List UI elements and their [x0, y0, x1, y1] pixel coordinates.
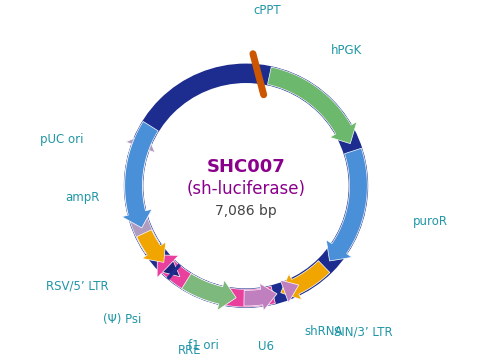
Text: cPPT: cPPT — [253, 4, 280, 17]
Text: U6: U6 — [258, 340, 275, 353]
Text: RSV/5’ LTR: RSV/5’ LTR — [46, 279, 108, 292]
Polygon shape — [326, 148, 368, 261]
Polygon shape — [268, 67, 357, 144]
Text: hPGK: hPGK — [331, 44, 362, 57]
Polygon shape — [137, 230, 166, 262]
Text: RRE: RRE — [178, 344, 202, 357]
Text: 7,086 bp: 7,086 bp — [215, 204, 277, 218]
Text: ampR: ampR — [65, 192, 100, 204]
Text: SHC007: SHC007 — [207, 158, 285, 176]
Text: SIN/3’ LTR: SIN/3’ LTR — [334, 325, 392, 338]
Text: f1 ori: f1 ori — [188, 339, 218, 352]
Polygon shape — [162, 261, 180, 277]
Text: (sh-luciferase): (sh-luciferase) — [186, 180, 306, 198]
Text: puroR: puroR — [413, 215, 448, 228]
Polygon shape — [244, 283, 277, 311]
Polygon shape — [122, 121, 158, 228]
Polygon shape — [124, 133, 160, 253]
Polygon shape — [182, 274, 236, 310]
Text: (Ψ) Psi: (Ψ) Psi — [103, 314, 141, 327]
Text: pUC ori: pUC ori — [40, 133, 84, 146]
Text: shRNA: shRNA — [304, 324, 342, 338]
Polygon shape — [281, 261, 330, 300]
Polygon shape — [280, 280, 299, 303]
Polygon shape — [157, 255, 276, 307]
